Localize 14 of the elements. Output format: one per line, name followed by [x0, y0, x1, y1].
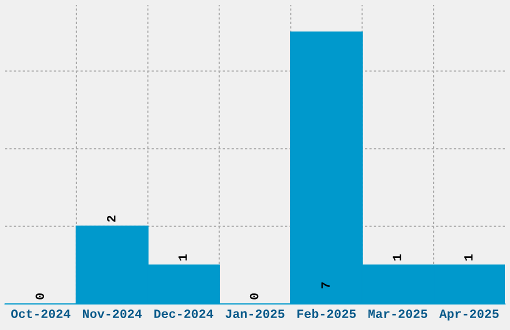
x-tick-label: Nov-2024 [82, 310, 142, 318]
x-tick-label: Mar-2025 [368, 310, 428, 318]
data-label: 0 [250, 293, 258, 300]
data-label: 1 [178, 254, 187, 260]
data-label: 0 [36, 293, 44, 300]
data-label: 1 [392, 254, 402, 260]
data-label: 2 [107, 216, 116, 222]
x-tick-label: Apr-2025 [439, 310, 499, 321]
x-tick-label: Dec-2024 [154, 310, 214, 318]
x-tick-label: Feb-2025 [297, 308, 356, 318]
x-tick-label: Jan-2025 [226, 310, 284, 318]
data-label: 7 [321, 282, 330, 288]
x-tick-label: Oct-2024 [11, 310, 70, 318]
data-label: 1 [464, 254, 473, 260]
